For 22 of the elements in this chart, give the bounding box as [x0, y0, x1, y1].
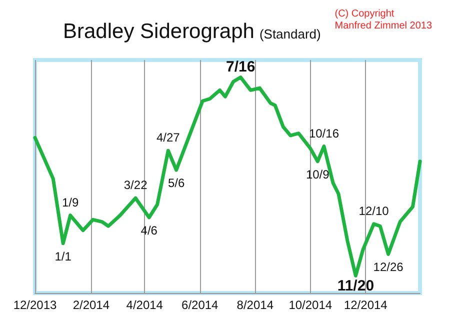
annotation: 12/26	[373, 260, 404, 274]
x-tick-label: 10/2014	[288, 298, 332, 312]
x-tick-label: 6/2014	[182, 298, 219, 312]
annotation: 12/10	[358, 204, 390, 218]
annotation: 4/6	[140, 223, 158, 238]
annotation: 1/1	[54, 249, 72, 264]
annotation: 1/9	[62, 195, 79, 210]
annotation: 10/9	[306, 167, 330, 182]
x-tick-label: 4/2014	[126, 298, 164, 312]
annotation: 4/27	[156, 130, 180, 145]
x-tick-label: 8/2014	[236, 298, 274, 312]
annotation: 3/22	[124, 178, 148, 192]
chart-title: Bradley Siderograph	[63, 20, 254, 43]
x-tick-label: 2/2014	[72, 298, 110, 312]
text: (C) Copyright Manfred Zimmel 2013	[334, 8, 432, 32]
chart-subtitle: (Standard)	[259, 26, 321, 42]
annotation: 11/20	[337, 278, 374, 295]
annotation: 5/6	[168, 176, 185, 190]
x-tick-label: 12/2013	[13, 298, 58, 312]
annotation: 10/16	[308, 126, 340, 140]
x-tick-label: 12/2014	[344, 298, 388, 312]
annotation: 7/16	[226, 58, 256, 76]
